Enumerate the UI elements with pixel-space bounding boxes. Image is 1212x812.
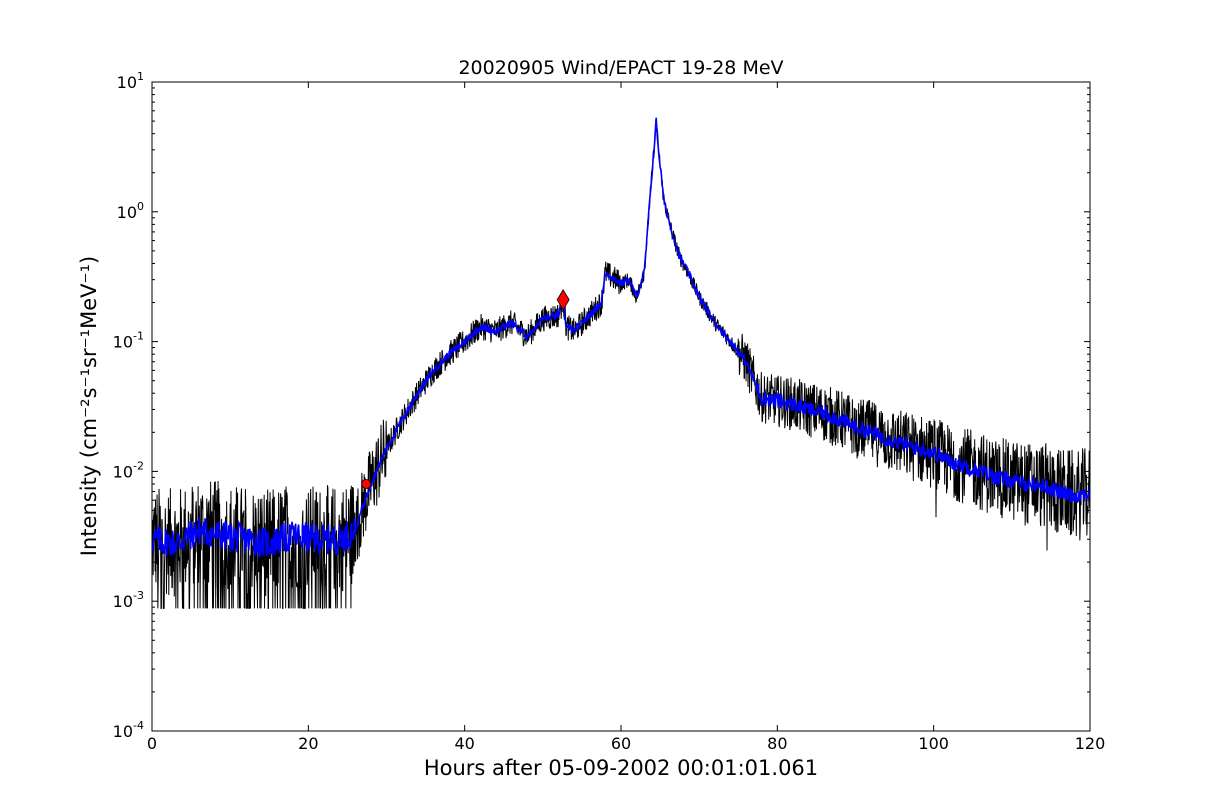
smoothed-intensity-line <box>152 117 1090 557</box>
raw-intensity-line <box>152 120 1090 609</box>
x-tick-label: 0 <box>147 734 157 753</box>
x-tick-label: 100 <box>918 734 949 753</box>
x-tick-label: 40 <box>454 734 474 753</box>
y-axis-label: Intensity (cm⁻²s⁻¹sr⁻¹MeV⁻¹) <box>77 256 101 556</box>
plot-area <box>152 117 1090 609</box>
axis-ticks <box>151 81 1091 732</box>
y-axis-tick-labels: 10-4 10-3 10-2 10-1 100 101 <box>113 70 144 741</box>
x-tick-label: 80 <box>767 734 787 753</box>
y-tick-label: 100 <box>117 200 144 222</box>
y-tick-label: 10-2 <box>113 459 144 481</box>
diamond-marker <box>556 288 570 311</box>
x-axis-label: Hours after 05-09-2002 00:01:01.061 <box>424 756 818 780</box>
chart-title: 20020905 Wind/EPACT 19-28 MeV <box>458 57 783 79</box>
y-tick-label: 10-1 <box>113 330 144 352</box>
y-tick-label: 10-4 <box>113 719 144 741</box>
onset-circle-marker <box>361 479 372 489</box>
x-tick-label: 120 <box>1075 734 1106 753</box>
y-tick-label: 10-3 <box>113 589 144 611</box>
y-tick-label: 101 <box>117 70 144 92</box>
series-layer <box>152 117 1090 609</box>
x-tick-label: 20 <box>298 734 318 753</box>
event-markers <box>361 288 570 489</box>
x-tick-label: 60 <box>611 734 631 753</box>
x-axis-tick-labels: 0 20 40 60 80 100 120 <box>147 734 1105 753</box>
